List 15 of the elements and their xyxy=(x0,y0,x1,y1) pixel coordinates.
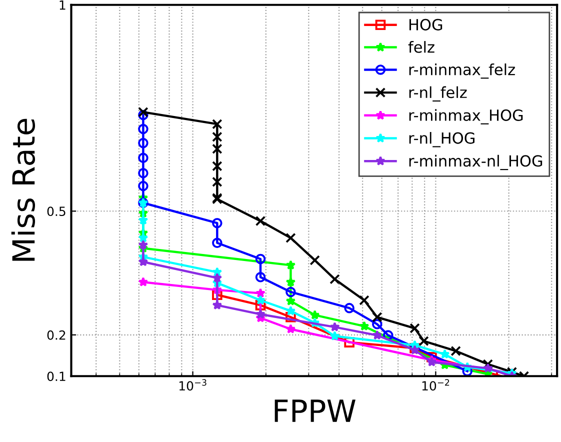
legend-label: r-nl_HOG xyxy=(409,132,474,148)
legend-label: r-minmax_felz xyxy=(409,63,515,79)
y-tick-label: 0.5 xyxy=(47,206,66,216)
legend-label: HOG xyxy=(409,18,442,30)
x-tick-label: 10$^{−3}$ xyxy=(179,379,206,391)
y-tick-label: 0.1 xyxy=(47,372,66,382)
legend-label: r-nl_felz xyxy=(409,86,467,102)
y-tick-label: 0.2 xyxy=(47,330,66,340)
x-axis-title: FPPW xyxy=(274,400,356,422)
y-tick-label: 1 xyxy=(60,0,66,10)
legend-label: r-minmax_HOG xyxy=(409,109,523,124)
legend-label: felz xyxy=(408,41,434,53)
y-axis-title: Miss Rate xyxy=(11,118,36,261)
x-tick-label: 10$^{−2}$ xyxy=(422,379,450,391)
legend-label: r-minmax-nl_HOG xyxy=(409,154,542,170)
